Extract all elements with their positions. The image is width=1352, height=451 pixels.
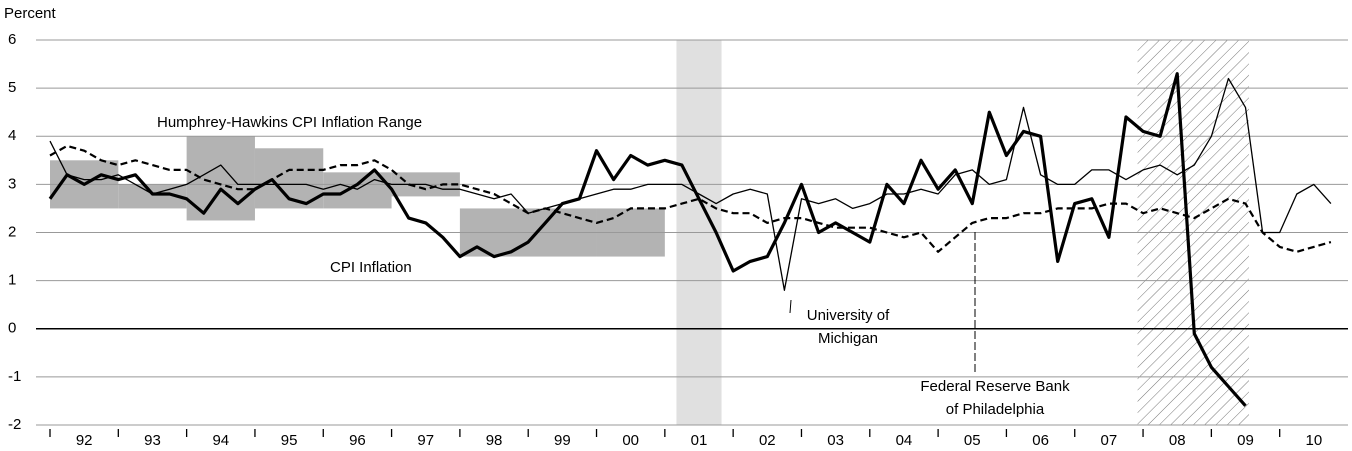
x-tick-label: 99: [554, 432, 571, 449]
annotation: Humphrey-Hawkins CPI Inflation Range: [157, 114, 422, 131]
series-label: CPI Inflation: [330, 259, 412, 276]
y-tick-label: 4: [8, 127, 16, 144]
x-tick-label: 94: [212, 432, 229, 449]
x-tick-label: 95: [281, 432, 298, 449]
y-tick-label: 3: [8, 175, 16, 192]
x-tick-label: 97: [417, 432, 434, 449]
y-tick-label: -2: [8, 416, 21, 433]
y-tick-label: 1: [8, 272, 16, 289]
series-label: Federal Reserve Bank: [920, 378, 1070, 395]
x-tick-label: 06: [1032, 432, 1049, 449]
x-tick-label: 10: [1305, 432, 1322, 449]
x-tick-label: 93: [144, 432, 161, 449]
leader-line: [789, 299, 792, 314]
x-tick-label: 08: [1169, 432, 1186, 449]
series-label: of Philadelphia: [946, 401, 1045, 418]
x-tick-label: 07: [1101, 432, 1118, 449]
y-tick-label: 5: [8, 79, 16, 96]
x-tick-label: 01: [691, 432, 708, 449]
x-tick-label: 04: [896, 432, 913, 449]
series-label: University of: [807, 307, 890, 324]
x-tick-label: 03: [827, 432, 844, 449]
y-axis-label: Percent: [4, 5, 57, 22]
x-tick-label: 98: [486, 432, 503, 449]
y-tick-label: 0: [8, 320, 16, 337]
x-tick-label: 05: [964, 432, 981, 449]
x-tick-label: 96: [349, 432, 366, 449]
y-tick-label: 2: [8, 223, 16, 240]
x-tick-label: 92: [76, 432, 93, 449]
x-tick-label: 02: [759, 432, 776, 449]
y-tick-label: -1: [8, 368, 21, 385]
series-label: Michigan: [818, 330, 878, 347]
x-tick-label: 00: [622, 432, 639, 449]
y-tick-label: 6: [8, 31, 16, 48]
x-tick-label: 09: [1237, 432, 1254, 449]
series-line: [49, 144, 1332, 253]
